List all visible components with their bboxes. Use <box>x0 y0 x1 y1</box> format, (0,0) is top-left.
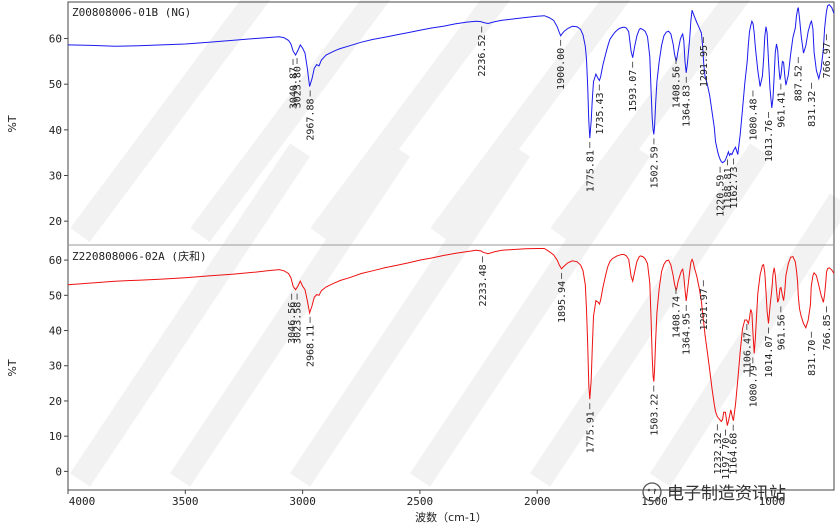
peak-label: 3040.87 <box>289 67 300 109</box>
peak-label: 3023.80 <box>293 66 304 108</box>
wechat-logo-icon <box>642 482 662 502</box>
watermark-stripe <box>170 143 410 487</box>
peak-label: 1408.74 <box>671 296 682 338</box>
watermark: 电子制造资讯站 <box>642 482 786 504</box>
peak-label: 1775.81 <box>585 150 596 192</box>
y-tick-label: 50 <box>49 78 62 91</box>
x-tick-label: 1500 <box>641 495 668 508</box>
y-tick-label: 10 <box>49 430 62 443</box>
watermark-stripe <box>70 143 310 487</box>
panel-top: Z00808006-01B (NG) %T 20 30 40 50 60 3040.87… <box>6 4 835 228</box>
peak-label: 1364.83 <box>682 85 693 127</box>
x-tick-label: 4000 <box>69 495 96 508</box>
watermark-text: 电子制造资讯站 <box>667 484 786 504</box>
peak-label: 887.52 <box>794 65 805 101</box>
peak-label: 1593.07 <box>628 70 639 112</box>
y-tick-label: 50 <box>49 289 62 302</box>
panel-bottom-y-ticks: 0 10 20 30 40 50 60 <box>49 254 68 478</box>
y-tick-label: 60 <box>49 254 62 267</box>
y-tick-label: 30 <box>49 170 62 183</box>
peak-label: 1080.48 <box>748 99 759 141</box>
peak-label: 1013.76 <box>764 120 775 162</box>
peak-label: 766.85 <box>822 314 833 350</box>
peak-label: 3023.58 <box>293 302 304 344</box>
panel-top-ylabel: %T <box>6 115 19 132</box>
peak-label: 1900.00 <box>556 48 567 90</box>
peak-label: 1408.56 <box>672 66 683 108</box>
peak-label: 1503.22 <box>649 394 660 436</box>
watermark-stripe <box>430 0 631 243</box>
panel-top-title: Z00808006-01B (NG) <box>72 6 191 19</box>
peak-label: 1291.95 <box>699 45 710 87</box>
plot-frame <box>67 1 835 491</box>
peak-label: 2968.11 <box>306 325 317 367</box>
y-tick-label: 40 <box>49 124 62 137</box>
watermark-stripe <box>290 143 530 487</box>
peak-label: 766.97 <box>822 42 833 78</box>
x-tick-label: 3000 <box>289 495 316 508</box>
peak-label: 1895.94 <box>557 281 568 323</box>
y-tick-label: 60 <box>49 33 62 46</box>
peak-label: 1291.97 <box>699 288 710 330</box>
x-tick-label: 2000 <box>524 495 551 508</box>
x-tick-label: 3500 <box>172 495 199 508</box>
peak-label: 1014.07 <box>764 336 775 378</box>
peak-label: 2967.88 <box>306 99 317 141</box>
watermark-stripes <box>70 0 840 487</box>
peak-label: 1735.43 <box>595 93 606 135</box>
y-tick-label: 30 <box>49 360 62 373</box>
watermark-stripe <box>550 0 751 243</box>
peak-label: 1106.47 <box>742 332 753 374</box>
panel-bottom-ylabel: %T <box>6 359 19 376</box>
watermark-stripe <box>190 0 391 243</box>
peak-label: 1232.32 <box>713 432 724 474</box>
peak-label: 1188.81 <box>723 167 734 209</box>
peak-label: 2236.52 <box>477 35 488 77</box>
spectrum-line-top <box>67 4 835 164</box>
panel-top-y-ticks: 20 30 40 50 60 <box>49 33 68 228</box>
y-tick-label: 20 <box>49 395 62 408</box>
wechat-logo-dot-right <box>653 488 657 492</box>
panel-bottom: Z220808006-02A (庆和) %T 0 10 20 30 40 50 60 304… <box>6 248 835 480</box>
peak-label: 1164.68 <box>729 433 740 475</box>
x-tick-label: 2500 <box>407 495 434 508</box>
peak-label: 1502.59 <box>649 146 660 188</box>
peak-label: 1197.70 <box>721 438 732 480</box>
y-tick-label: 20 <box>49 215 62 228</box>
peak-label: 3046.56 <box>287 302 298 344</box>
peak-label: 961.56 <box>776 314 787 350</box>
watermark-stripe <box>70 0 271 243</box>
peak-label: 1775.91 <box>585 411 596 453</box>
peak-label: 1364.95 <box>682 313 693 355</box>
x-axis: 4000 3500 3000 2500 2000 1500 1000 <box>67 490 786 508</box>
peak-label: 831.32 <box>807 91 818 127</box>
wechat-logo-dot-left <box>647 488 651 492</box>
peak-label: 961.41 <box>776 92 787 128</box>
x-axis-title: 波数（cm-1） <box>415 511 487 524</box>
peak-label: 1162.73 <box>729 167 740 209</box>
panel-bottom-title: Z220808006-02A (庆和) <box>72 249 207 263</box>
peak-label: 1220.59 <box>716 175 727 217</box>
watermark-stripe <box>410 143 650 487</box>
x-tick-label: 1000 <box>759 495 786 508</box>
y-tick-label: 0 <box>55 465 62 478</box>
watermark-stripe <box>310 0 511 243</box>
watermark-stripe <box>649 193 840 487</box>
y-tick-label: 40 <box>49 325 62 338</box>
spectrum-line-bottom <box>67 248 835 426</box>
peak-label: 2233.48 <box>478 264 489 306</box>
peak-label: 831.70 <box>807 340 818 376</box>
peak-label: 1080.79 <box>748 365 759 407</box>
watermark-stripe <box>530 143 770 487</box>
